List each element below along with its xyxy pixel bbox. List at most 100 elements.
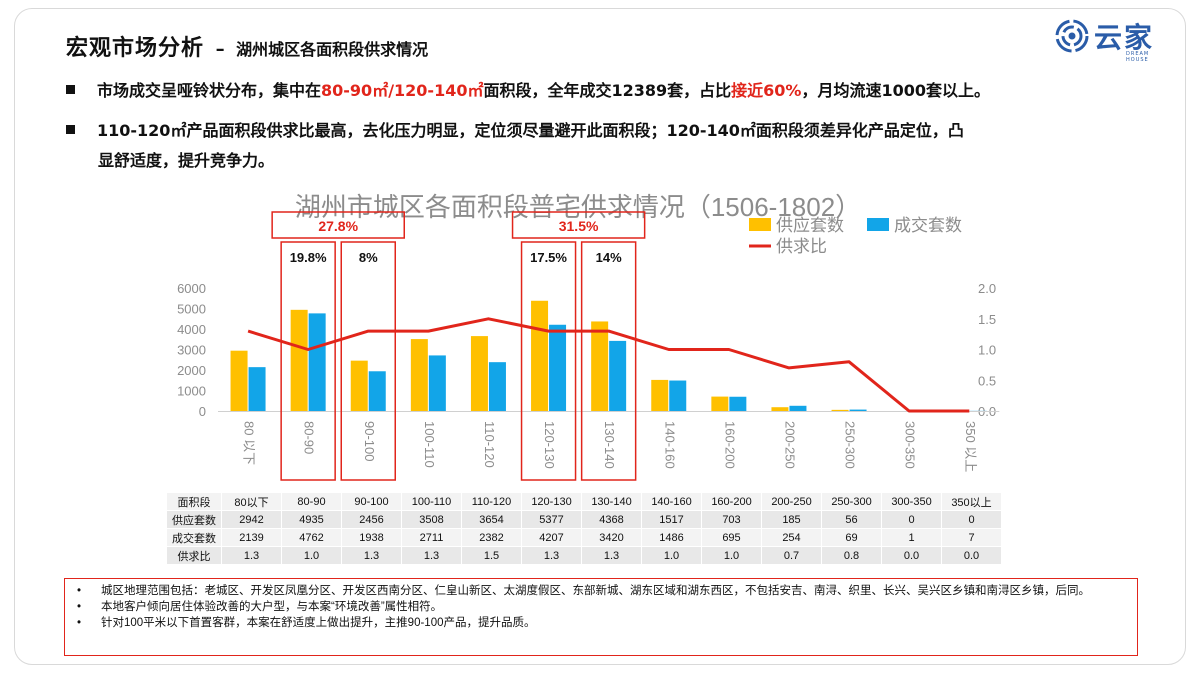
- table-cell: 1.3: [401, 546, 462, 565]
- column-highlight-box: [580, 241, 637, 481]
- table-cell: 0.8: [821, 546, 882, 565]
- table-cell: 1517: [641, 510, 702, 529]
- column-share-label: 19.8%: [290, 250, 327, 265]
- column-highlight-box: [340, 241, 396, 481]
- category-tick-label: 130-140: [602, 421, 617, 469]
- right-axis-tick-label: 2.0: [978, 281, 996, 296]
- title-separator: –: [215, 39, 225, 60]
- legend-deal-label: 成交套数: [894, 216, 962, 235]
- title-subtitle: 湖州城区各面积段供求情况: [236, 40, 429, 59]
- note-item: 城区地理范围包括：老城区、开发区凤凰分区、开发区西南分区、仁皇山新区、太湖度假区…: [77, 583, 1127, 599]
- deal-bar: [488, 362, 506, 411]
- deal-bar: [849, 409, 867, 411]
- category-tick-label: 80-90: [302, 421, 317, 454]
- table-cell: 80-90: [281, 492, 342, 511]
- column-highlight-box: [520, 241, 577, 481]
- deal-bar: [248, 367, 266, 411]
- left-axis-tick-label: 4000: [177, 322, 206, 337]
- table-cell: 2456: [341, 510, 402, 529]
- bullet-square-icon: [66, 125, 75, 134]
- table-cell: 300-350: [881, 492, 942, 511]
- table-cell: 110-120: [461, 492, 522, 511]
- logo-text: 云家: [1094, 21, 1155, 54]
- bullet-2-line-1: 110-120㎡产品面积段供求比最高，去化压力明显，定位须尽量避开此面积段；12…: [97, 121, 964, 140]
- swirl-logo-icon: [1055, 19, 1089, 53]
- deal-bar: [428, 355, 446, 411]
- table-cell: 2942: [221, 510, 282, 529]
- table-cell: 3654: [461, 510, 522, 529]
- right-axis-tick-label: 1.5: [978, 312, 996, 327]
- notes-box: 城区地理范围包括：老城区、开发区凤凰分区、开发区西南分区、仁皇山新区、太湖度假区…: [64, 578, 1138, 656]
- supply-bar: [531, 300, 549, 411]
- deal-bar: [729, 396, 747, 411]
- bullet-1-part-4: 接近60%: [731, 81, 802, 100]
- note-item: 本地客户倾向居住体验改善的大户型，与本案“环境改善”属性相符。: [77, 599, 1127, 615]
- logo-subtext: DREAM HOUSE: [1126, 51, 1150, 63]
- category-tick-label: 100-110: [422, 421, 437, 468]
- group-share-label: 31.5%: [559, 218, 599, 234]
- supply-bar: [771, 407, 789, 411]
- category-tick-label: 160-200: [722, 421, 737, 469]
- group-share-label: 27.8%: [318, 218, 358, 234]
- supply-bar: [410, 339, 428, 411]
- deal-bar: [308, 313, 326, 411]
- table-cell: 7: [941, 528, 1002, 547]
- table-cell: 0.0: [941, 546, 1002, 565]
- table-cell: 120-130: [521, 492, 582, 511]
- slide-frame: [14, 8, 1186, 665]
- supply-bar: [290, 309, 308, 411]
- table-cell: 703: [701, 510, 762, 529]
- ratio-line: [247, 317, 970, 413]
- table-cell: 1.0: [641, 546, 702, 565]
- table-cell: 69: [821, 528, 882, 547]
- table-cell: 1486: [641, 528, 702, 547]
- table-cell: 695: [701, 528, 762, 547]
- table-cell: 面积段: [166, 492, 222, 511]
- table-cell: 0: [941, 510, 1002, 529]
- bullet-square-icon: [66, 85, 75, 94]
- category-tick-label: 200-250: [783, 421, 798, 469]
- table-cell: 0.7: [761, 546, 822, 565]
- legend-supply-swatch: [749, 218, 771, 231]
- table-row: 成交套数 2139 4762 1938 2711 2382 4207 3420 …: [166, 528, 1002, 547]
- table-cell: 1.5: [461, 546, 522, 565]
- category-tick-label: 120-130: [542, 421, 557, 469]
- supply-bar: [651, 379, 669, 411]
- table-cell: 160-200: [701, 492, 762, 511]
- table-cell: 100-110: [401, 492, 462, 511]
- table-row: 供求比 1.3 1.0 1.3 1.3 1.5 1.3 1.3 1.0 1.0 …: [166, 546, 1002, 565]
- deal-bar: [789, 405, 807, 411]
- left-axis-tick-label: 1000: [177, 384, 206, 399]
- supply-bar: [470, 336, 488, 411]
- legend-deal-swatch: [867, 218, 889, 231]
- legend-supply-label: 供应套数: [776, 216, 844, 235]
- table-cell: 0.0: [881, 546, 942, 565]
- table-cell: 200-250: [761, 492, 822, 511]
- bullet-1-part-1: 市场成交呈哑铃状分布，集中在: [97, 81, 322, 100]
- table-row: 供应套数 2942 4935 2456 3508 3654 5377 4368 …: [166, 510, 1002, 529]
- left-axis-tick-label: 3000: [177, 343, 206, 358]
- bullet-1-part-5: ，月均流速1000套以上。: [801, 81, 991, 100]
- table-cell: 130-140: [581, 492, 642, 511]
- data-table: 面积段 80以下 80-90 90-100 100-110 110-120 12…: [166, 492, 1002, 565]
- table-cell: 4762: [281, 528, 342, 547]
- deal-bar: [609, 340, 627, 411]
- table-cell: 1.3: [341, 546, 402, 565]
- category-tick-label: 350 以上: [963, 421, 978, 472]
- left-axis-tick-label: 5000: [177, 302, 206, 317]
- bullet-2-line-2: 显舒适度，提升竞争力。: [98, 151, 275, 170]
- table-cell: 2711: [401, 528, 462, 547]
- supply-bar: [230, 350, 248, 411]
- table-header-row: 面积段 80以下 80-90 90-100 100-110 110-120 12…: [166, 492, 1002, 511]
- bullet-1-part-2: 80-90㎡/120-140㎡: [321, 81, 484, 100]
- table-cell: 4207: [521, 528, 582, 547]
- column-share-label: 17.5%: [530, 250, 567, 265]
- table-cell: 2382: [461, 528, 522, 547]
- table-cell: 3420: [581, 528, 642, 547]
- table-cell: 1.3: [521, 546, 582, 565]
- category-tick-label: 300-350: [903, 421, 918, 469]
- bullet-2-continuation: 显舒适度，提升竞争力。: [98, 146, 274, 176]
- group-highlight-box: [271, 211, 405, 239]
- left-axis-tick-label: 0: [199, 404, 206, 419]
